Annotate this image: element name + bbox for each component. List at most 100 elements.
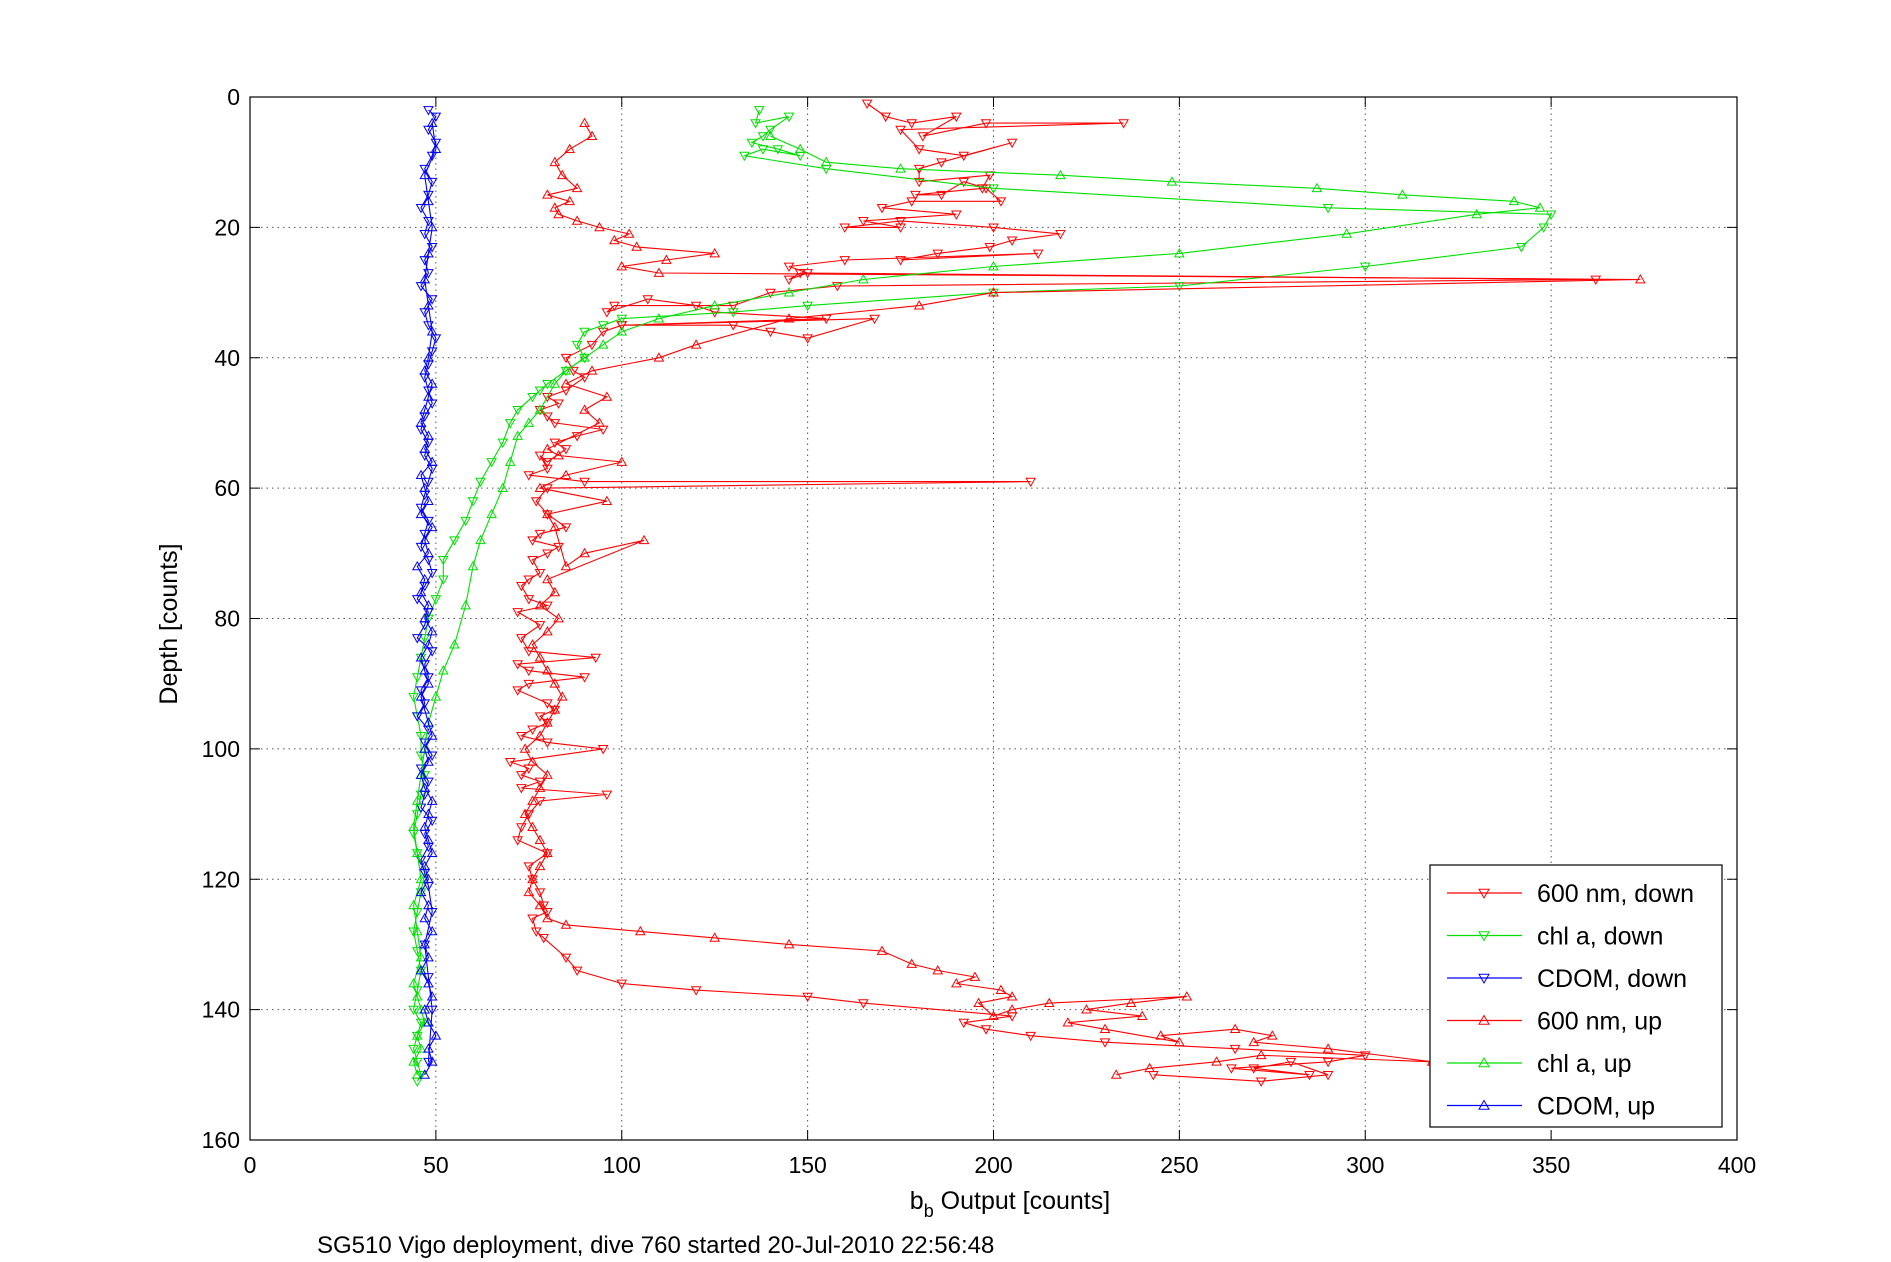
data-point: [1229, 1044, 1241, 1055]
data-point: [616, 326, 628, 336]
data-point: [523, 575, 535, 585]
data-point: [995, 197, 1007, 207]
data-point: [750, 119, 761, 129]
data-point: [597, 327, 609, 338]
data-point: [527, 555, 538, 566]
data-point: [739, 151, 750, 162]
data-point: [542, 717, 553, 727]
data-point: [549, 156, 561, 167]
data-point: [832, 282, 843, 292]
series-600-nm-up: [519, 117, 1646, 1079]
data-point: [757, 132, 769, 142]
data-point: [523, 471, 535, 481]
data-point: [419, 169, 431, 180]
data-point: [419, 482, 431, 492]
data-point: [419, 912, 431, 923]
data-point: [616, 314, 628, 325]
data-point: [906, 958, 918, 968]
data-point: [1055, 169, 1066, 180]
data-point: [527, 875, 538, 885]
data-point: [534, 451, 546, 462]
legend-box: [1429, 864, 1723, 1128]
data-point: [772, 145, 784, 155]
data-point: [534, 621, 546, 631]
data-point: [516, 731, 527, 742]
data-point: [560, 365, 572, 375]
legend-label: CDOM, down: [1537, 965, 1687, 993]
data-point: [423, 1043, 434, 1053]
x-tick-label: 0: [244, 1152, 257, 1178]
data-point: [411, 925, 423, 936]
data-point: [423, 247, 434, 258]
data-point: [839, 223, 851, 233]
data-point: [1534, 202, 1546, 212]
data-point: [423, 516, 434, 527]
data-point: [534, 899, 546, 910]
y-tick-label: 20: [214, 214, 240, 240]
data-point: [560, 953, 572, 963]
data-point: [542, 458, 553, 468]
legend-item: chl a, down: [1447, 923, 1663, 951]
data-point: [426, 221, 438, 232]
data-point: [802, 301, 813, 312]
data-point: [534, 730, 546, 740]
data-point: [1248, 1064, 1260, 1074]
data-point: [423, 321, 434, 331]
data-point: [542, 189, 553, 199]
x-axis-label: bb Output [counts]: [910, 1187, 1110, 1221]
data-point: [534, 712, 546, 722]
data-point: [523, 810, 535, 820]
data-point: [988, 1010, 999, 1021]
data-point: [419, 230, 431, 240]
data-point: [419, 665, 431, 675]
legend-item: CDOM, up: [1447, 1093, 1655, 1121]
data-point: [411, 795, 423, 805]
data-point: [594, 417, 605, 427]
data-point: [1006, 236, 1018, 246]
data-point: [486, 458, 497, 468]
data-point: [523, 595, 535, 605]
data-point: [419, 821, 431, 831]
data-point: [1255, 1049, 1267, 1060]
data-point: [549, 419, 561, 429]
data-point: [753, 106, 765, 116]
series-line: [416, 123, 437, 1076]
data-point: [534, 482, 546, 492]
data-point: [765, 125, 776, 136]
data-point: [534, 860, 546, 871]
data-point: [988, 184, 999, 194]
data-point: [419, 443, 431, 453]
data-point: [958, 151, 970, 162]
x-tick-label: 300: [1346, 1152, 1384, 1178]
data-point: [534, 568, 546, 579]
y-tick-label: 80: [214, 606, 240, 632]
data-point: [426, 117, 438, 127]
data-point: [1211, 1056, 1222, 1066]
data-point: [690, 339, 702, 349]
data-point: [802, 334, 813, 344]
data-point: [1322, 203, 1334, 214]
data-point: [415, 873, 427, 884]
data-point: [423, 873, 434, 884]
data-point: [411, 947, 423, 957]
data-point: [430, 138, 442, 149]
data-point: [527, 756, 538, 766]
data-point: [542, 573, 553, 584]
data-point: [1055, 230, 1066, 240]
data-point: [460, 516, 471, 527]
data-point: [571, 215, 583, 225]
data-point: [423, 973, 434, 983]
data-point: [415, 965, 427, 975]
data-point: [467, 560, 479, 571]
data-point: [910, 190, 921, 201]
data-point: [519, 808, 531, 818]
data-point: [1144, 1062, 1156, 1073]
data-point: [1166, 176, 1178, 186]
tick-marks: [249, 96, 1738, 1141]
data-point: [419, 634, 431, 644]
data-point: [534, 529, 546, 540]
series-line: [524, 122, 1641, 1076]
data-point: [542, 665, 553, 675]
data-point: [549, 705, 561, 716]
